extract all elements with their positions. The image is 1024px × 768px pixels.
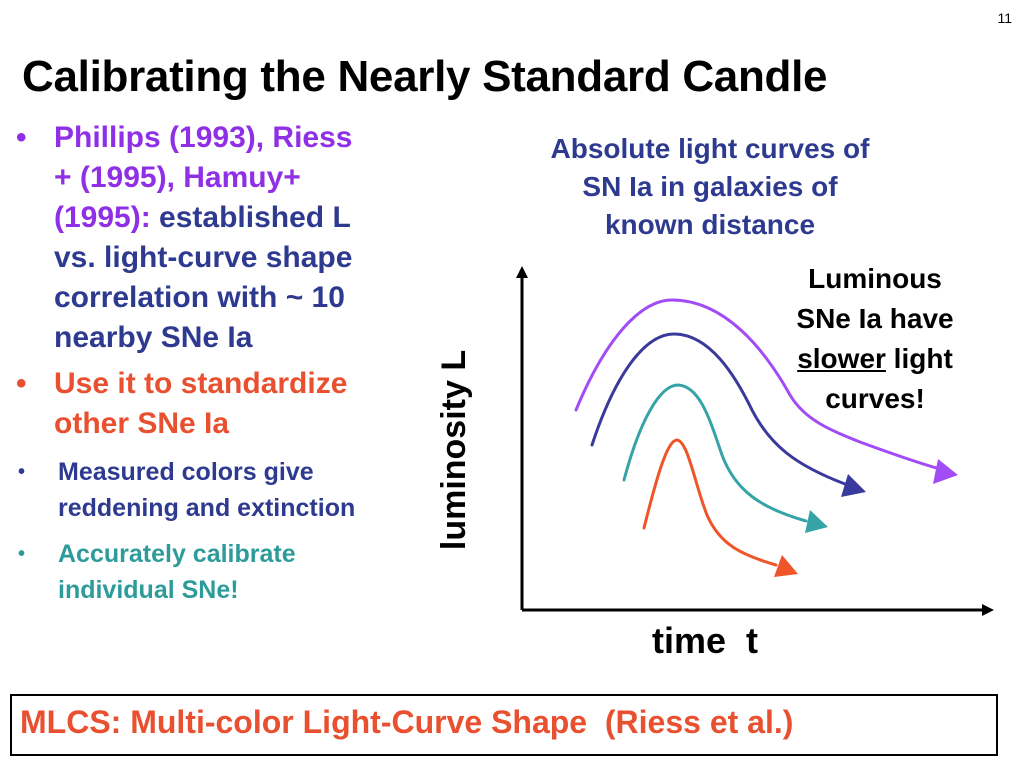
bullet-dot: • [18, 543, 26, 565]
arrowhead-orange [774, 555, 798, 577]
bullet-text-line: established L [159, 201, 351, 234]
arrowhead-teal [805, 510, 828, 533]
caption-line: SN Ia in galaxies of [582, 171, 838, 202]
bullet-text-line: vs. light-curve shape [54, 241, 353, 274]
bullet-dot: • [16, 367, 27, 400]
bullet-text-line: + (1995), Hamuy+ [54, 161, 301, 194]
bullet-dot: • [18, 461, 26, 483]
bullet-standardize: • Use it to standardize other SNe Ia [10, 364, 480, 444]
diagram-caption: Absolute light curves of SN Ia in galaxi… [500, 130, 920, 244]
bullet-phillips-riess-hamuy: • Phillips (1993), Riess + (1995), Hamuy… [10, 118, 480, 358]
note-line: curves! [825, 383, 925, 414]
caption-line: known distance [604, 209, 816, 240]
light-curve-navy [590, 332, 847, 486]
bullet-text-line: Use it to standardize [54, 367, 348, 400]
light-curve-purple [574, 298, 942, 471]
bullet-dot: • [16, 121, 27, 154]
slide-title: Calibrating the Nearly Standard Candle [22, 52, 828, 101]
note-line: Luminous [808, 263, 942, 294]
light-curve-teal [622, 383, 808, 523]
x-axis-label: time t [652, 620, 759, 661]
light-curve-orange [642, 438, 778, 567]
arrowhead-purple [933, 459, 958, 484]
note-line: SNe Ia have [796, 303, 954, 334]
arrowhead-navy [841, 474, 866, 497]
bullet-text-line: (1995): [54, 201, 160, 234]
bullet-text-line: Phillips (1993), Riess [54, 121, 353, 154]
bullet-text-line: correlation with ~ 10 [54, 281, 345, 314]
note-underlined-word: slower [797, 343, 886, 374]
bullet-text-line: nearby SNe Ia [54, 321, 253, 354]
bullet-text-line: individual SNe! [58, 576, 239, 604]
bullet-text-line: other SNe Ia [54, 407, 230, 440]
page-number: 11 [997, 10, 1012, 26]
bullet-text-line: reddening and extinction [58, 494, 356, 522]
footer-text: MLCS: Multi-color Light-Curve Shape (Rie… [20, 704, 794, 740]
luminous-note: Luminous SNe Ia have slower light curves… [770, 259, 980, 419]
bullet-list: • Phillips (1993), Riess + (1995), Hamuy… [10, 118, 480, 608]
bullet-calibrate: • Accurately calibrate individual SNe! [10, 536, 480, 608]
bullet-text-line: Measured colors give [58, 458, 314, 486]
bullet-text-line: Accurately calibrate [58, 540, 296, 568]
note-line: light [885, 343, 953, 374]
bullet-measured-colors: • Measured colors give reddening and ext… [10, 454, 480, 526]
footer-box [10, 694, 998, 756]
caption-line: Absolute light curves of [550, 133, 870, 164]
y-axis-label: luminosity L [435, 349, 473, 551]
